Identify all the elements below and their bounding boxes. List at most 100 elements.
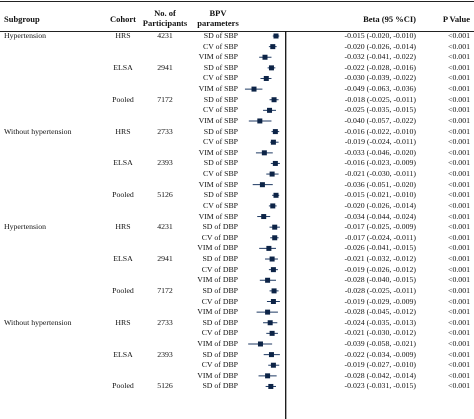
row-bpv-parameter: VIM of SBP xyxy=(198,179,238,189)
row-participants: 5126 xyxy=(157,381,173,391)
header-subgroup: Subgroup xyxy=(4,14,40,24)
row-p-value: <0.001 xyxy=(448,264,470,274)
estimate-marker xyxy=(269,330,275,336)
row-bpv-parameter: CV of SBP xyxy=(203,169,238,179)
row-beta-ci: -0.015 (-0.021, -0.010) xyxy=(344,190,416,200)
row-beta-ci: -0.018 (-0.025, -0.011) xyxy=(344,94,416,104)
row-beta-ci: -0.028 (-0.045, -0.012) xyxy=(344,307,416,317)
row-bpv-parameter: CV of SBP xyxy=(203,41,238,51)
row-bpv-parameter: SD of SBP xyxy=(203,126,238,136)
row-p-value: <0.001 xyxy=(448,254,470,264)
estimate-marker xyxy=(273,33,279,39)
row-beta-ci: -0.030 (-0.039, -0.022) xyxy=(344,73,416,83)
estimate-marker xyxy=(267,320,273,326)
row-subgroup: Without hypertension xyxy=(4,317,72,327)
row-beta-ci: -0.032 (-0.041, -0.022) xyxy=(344,52,416,62)
row-cohort: ELSA xyxy=(113,349,133,359)
row-bpv-parameter: CV of DBP xyxy=(201,360,238,370)
estimate-marker xyxy=(259,182,265,188)
row-p-value: <0.001 xyxy=(448,179,470,189)
row-bpv-parameter: SD of DBP xyxy=(202,317,238,327)
row-beta-ci: -0.016 (-0.022, -0.010) xyxy=(344,126,416,136)
row-cohort: ELSA xyxy=(113,158,133,168)
row-beta-ci: -0.028 (-0.040, -0.015) xyxy=(344,275,416,285)
row-participants: 7172 xyxy=(157,94,173,104)
row-cohort: ELSA xyxy=(113,62,133,72)
row-p-value: <0.001 xyxy=(448,52,470,62)
row-p-value: <0.001 xyxy=(448,338,470,348)
row-p-value: <0.001 xyxy=(448,222,470,232)
row-bpv-parameter: VIM of SBP xyxy=(198,84,238,94)
row-participants: 2733 xyxy=(157,317,173,327)
row-participants: 7172 xyxy=(157,285,173,295)
estimate-marker xyxy=(265,309,271,315)
row-bpv-parameter: SD of DBP xyxy=(202,349,238,359)
row-bpv-parameter: CV of SBP xyxy=(203,105,238,115)
row-p-value: <0.001 xyxy=(448,243,470,253)
row-beta-ci: -0.034 (-0.044, -0.024) xyxy=(344,211,416,221)
row-participants: 2941 xyxy=(157,62,173,72)
row-beta-ci: -0.024 (-0.035, -0.013) xyxy=(344,317,416,327)
row-p-value: <0.001 xyxy=(448,158,470,168)
row-beta-ci: -0.049 (-0.063, -0.036) xyxy=(344,84,416,94)
estimate-marker xyxy=(262,54,268,60)
row-participants: 5126 xyxy=(157,190,173,200)
estimate-marker xyxy=(272,160,278,166)
row-bpv-parameter: VIM of SBP xyxy=(198,211,238,221)
estimate-marker xyxy=(263,75,269,81)
row-bpv-parameter: SD of SBP xyxy=(203,62,238,72)
row-beta-ci: -0.019 (-0.027, -0.010) xyxy=(344,360,416,370)
estimate-marker xyxy=(268,65,274,71)
row-subgroup: Hypertension xyxy=(4,31,47,40)
estimate-marker xyxy=(268,352,274,358)
estimate-marker xyxy=(272,224,278,230)
estimate-marker xyxy=(269,171,275,177)
row-beta-ci: -0.016 (-0.023, -0.009) xyxy=(344,158,416,168)
row-bpv-parameter: SD of DBP xyxy=(202,381,238,391)
top-rule xyxy=(0,1,474,2)
row-p-value: <0.001 xyxy=(448,31,470,40)
row-beta-ci: -0.015 (-0.020, -0.010) xyxy=(344,31,416,40)
header-bpv-line1: BPV xyxy=(209,8,227,18)
row-p-value: <0.001 xyxy=(448,370,470,380)
row-p-value: <0.001 xyxy=(448,200,470,210)
row-bpv-parameter: VIM of DBP xyxy=(197,275,238,285)
row-bpv-parameter: SD of SBP xyxy=(203,158,238,168)
estimate-marker xyxy=(268,383,274,389)
header-p-value: P Value xyxy=(442,14,470,24)
row-cohort: Pooled xyxy=(112,190,134,200)
row-beta-ci: -0.021 (-0.030, -0.011) xyxy=(344,169,416,179)
estimate-marker xyxy=(272,235,278,241)
header-cohort: Cohort xyxy=(110,14,136,24)
estimate-marker xyxy=(272,129,278,135)
row-p-value: <0.001 xyxy=(448,169,470,179)
row-p-value: <0.001 xyxy=(448,328,470,338)
row-beta-ci: -0.019 (-0.024, -0.011) xyxy=(344,137,416,147)
row-bpv-parameter: VIM of DBP xyxy=(197,370,238,380)
row-p-value: <0.001 xyxy=(448,41,470,51)
row-p-value: <0.001 xyxy=(448,137,470,147)
header-beta: Beta (95 %CI) xyxy=(363,14,416,24)
row-participants: 2393 xyxy=(157,349,173,359)
row-bpv-parameter: SD of DBP xyxy=(202,254,238,264)
header-participants-line1: No. of xyxy=(154,8,176,18)
row-p-value: <0.001 xyxy=(448,105,470,115)
row-p-value: <0.001 xyxy=(448,84,470,94)
estimate-marker xyxy=(266,245,272,251)
row-p-value: <0.001 xyxy=(448,94,470,104)
row-p-value: <0.001 xyxy=(448,147,470,157)
row-bpv-parameter: CV of DBP xyxy=(201,264,238,274)
row-cohort: ELSA xyxy=(113,254,133,264)
row-beta-ci: -0.017 (-0.025, -0.009) xyxy=(344,222,416,232)
estimate-marker xyxy=(251,86,257,92)
row-cohort: HRS xyxy=(115,31,131,40)
row-p-value: <0.001 xyxy=(448,73,470,83)
row-bpv-parameter: VIM of SBP xyxy=(198,115,238,125)
row-cohort: HRS xyxy=(115,222,131,232)
row-beta-ci: -0.026 (-0.041, -0.015) xyxy=(344,243,416,253)
row-bpv-parameter: CV of DBP xyxy=(201,328,238,338)
row-participants: 2393 xyxy=(157,158,173,168)
row-bpv-parameter: SD of SBP xyxy=(203,190,238,200)
